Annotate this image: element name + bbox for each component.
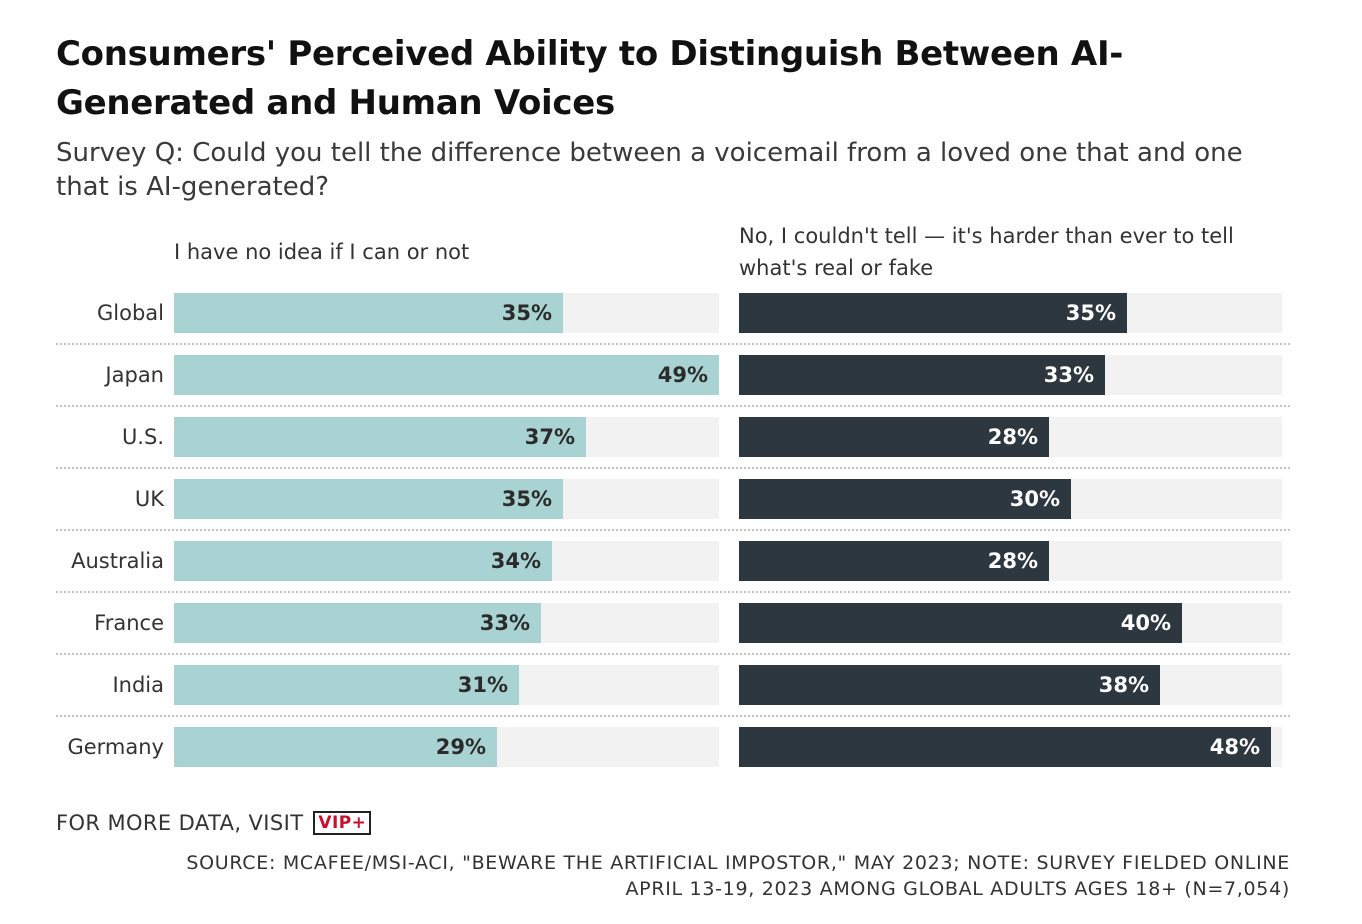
vip-plus-logo[interactable]: VIP+ [313,811,372,835]
bar-track-no-idea-uk: 35% [174,479,719,519]
value-label-couldnt-tell-u-s: 28% [987,425,1038,449]
value-label-couldnt-tell-france: 40% [1120,611,1171,635]
bar-no-idea-japan [174,355,719,395]
row-divider [56,343,1290,345]
bar-no-idea-australia [174,541,552,581]
value-label-couldnt-tell-germany: 48% [1209,735,1260,759]
value-label-couldnt-tell-global: 35% [1065,301,1116,325]
bar-no-idea-u-s [174,417,586,457]
bar-track-couldnt-tell-france: 40% [739,603,1282,643]
category-label-india: India [112,673,164,697]
category-label-australia: Australia [71,549,164,573]
bar-track-no-idea-india: 31% [174,665,719,705]
bar-track-no-idea-germany: 29% [174,727,719,767]
bar-no-idea-uk [174,479,563,519]
row-divider [56,529,1290,531]
row-divider [56,467,1290,469]
bar-couldnt-tell-global [739,293,1127,333]
more-data-text: FOR MORE DATA, VISIT [56,811,304,835]
chart-subtitle: Survey Q: Could you tell the difference … [56,138,1243,202]
value-label-no-idea-germany: 29% [435,735,486,759]
bar-track-couldnt-tell-australia: 28% [739,541,1282,581]
bar-track-no-idea-france: 33% [174,603,719,643]
value-label-no-idea-australia: 34% [490,549,541,573]
row-divider [56,405,1290,407]
source-note: SOURCE: MCAFEE/MSI-ACI, "BEWARE THE ARTI… [50,850,1290,902]
series-header-no-idea: I have no idea if I can or not [174,240,470,264]
bar-track-couldnt-tell-uk: 30% [739,479,1282,519]
value-label-no-idea-japan: 49% [657,363,708,387]
bar-no-idea-france [174,603,541,643]
category-label-global: Global [97,301,164,325]
value-label-no-idea-uk: 35% [501,487,552,511]
bar-couldnt-tell-u-s [739,417,1049,457]
bar-no-idea-germany [174,727,497,767]
source-line-2: APRIL 13-19, 2023 AMONG GLOBAL ADULTS AG… [625,878,1290,900]
value-label-couldnt-tell-india: 38% [1098,673,1149,697]
bar-track-no-idea-u-s: 37% [174,417,719,457]
category-label-france: France [94,611,164,635]
bar-track-no-idea-australia: 34% [174,541,719,581]
bar-couldnt-tell-australia [739,541,1049,581]
bar-couldnt-tell-uk [739,479,1071,519]
value-label-couldnt-tell-japan: 33% [1043,363,1094,387]
value-label-couldnt-tell-australia: 28% [987,549,1038,573]
bar-track-no-idea-global: 35% [174,293,719,333]
category-label-germany: Germany [67,735,164,759]
bar-no-idea-global [174,293,563,333]
category-label-uk: UK [134,487,164,511]
category-label-u-s: U.S. [121,425,164,449]
value-label-no-idea-india: 31% [457,673,508,697]
chart-title: Consumers' Perceived Ability to Distingu… [56,34,1124,123]
value-label-no-idea-france: 33% [479,611,530,635]
value-label-no-idea-global: 35% [501,301,552,325]
more-data-line: FOR MORE DATA, VISIT VIP+ [56,808,372,838]
value-label-no-idea-u-s: 37% [524,425,575,449]
bar-track-no-idea-japan: 49% [174,355,719,395]
bar-track-couldnt-tell-india: 38% [739,665,1282,705]
bar-couldnt-tell-france [739,603,1182,643]
bar-track-couldnt-tell-japan: 33% [739,355,1282,395]
row-divider [56,591,1290,593]
bar-couldnt-tell-germany [739,727,1271,767]
bar-track-couldnt-tell-u-s: 28% [739,417,1282,457]
bar-no-idea-india [174,665,519,705]
bar-track-couldnt-tell-germany: 48% [739,727,1282,767]
value-label-couldnt-tell-uk: 30% [1009,487,1060,511]
row-divider [56,653,1290,655]
bar-track-couldnt-tell-global: 35% [739,293,1282,333]
source-line-1: SOURCE: MCAFEE/MSI-ACI, "BEWARE THE ARTI… [186,852,1290,874]
bar-couldnt-tell-japan [739,355,1105,395]
bar-couldnt-tell-india [739,665,1160,705]
series-header-couldnt-tell: No, I couldn't tell — it's harder than e… [739,224,1234,280]
category-label-japan: Japan [105,363,164,387]
row-divider [56,715,1290,717]
